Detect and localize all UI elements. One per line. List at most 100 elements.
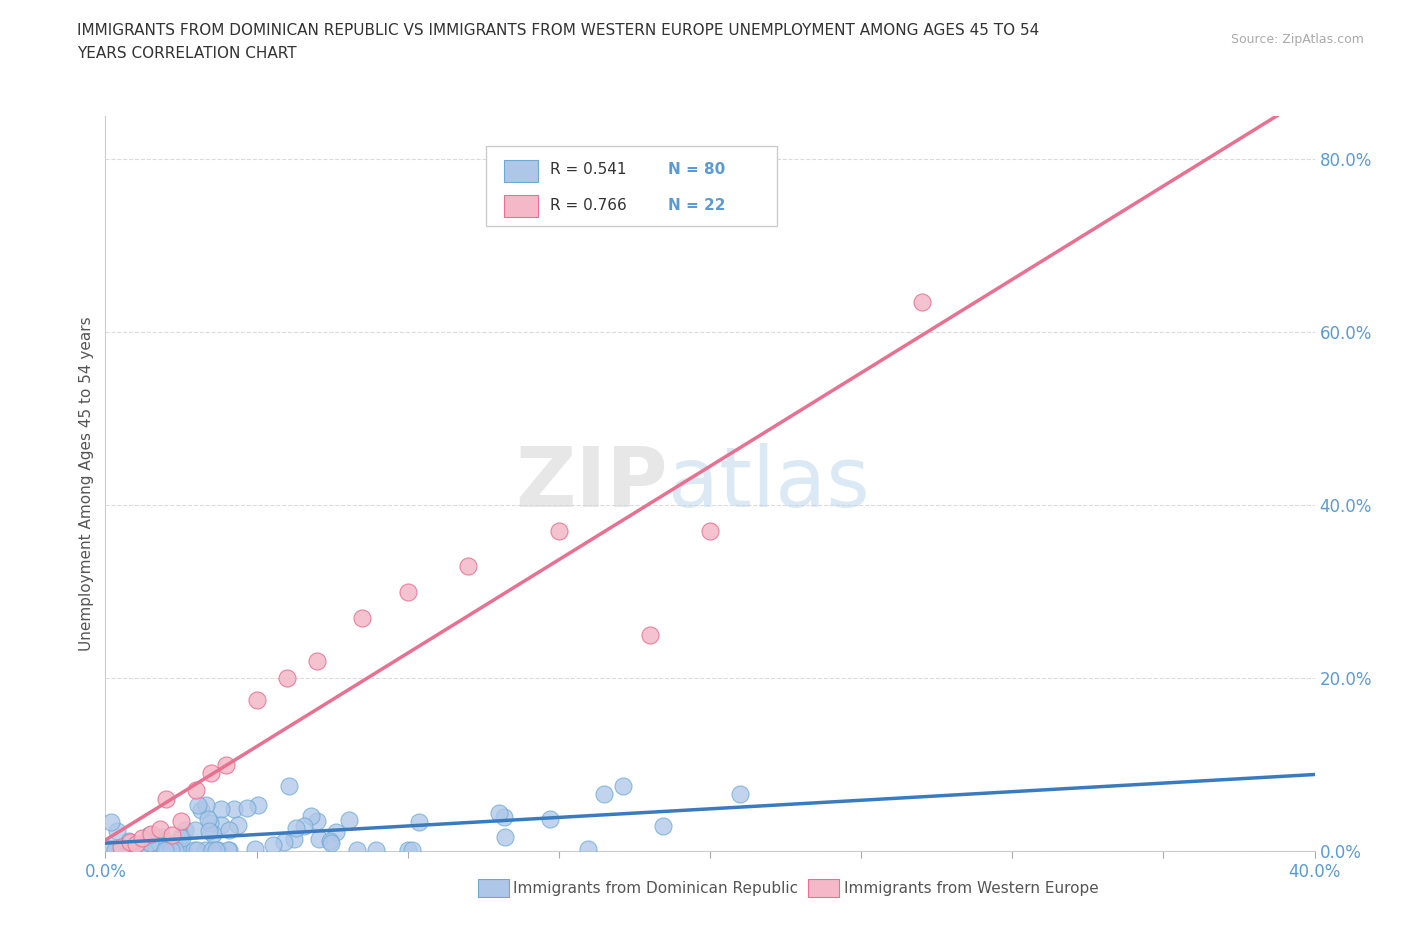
Text: R = 0.541: R = 0.541 bbox=[550, 163, 627, 178]
Point bbox=[118, 833, 141, 848]
Point bbox=[160, 828, 183, 843]
Point bbox=[209, 817, 232, 832]
Point bbox=[236, 801, 259, 816]
Point bbox=[285, 821, 308, 836]
Point bbox=[226, 817, 249, 832]
Point bbox=[128, 840, 150, 855]
Text: atlas: atlas bbox=[668, 443, 869, 525]
Point bbox=[118, 835, 141, 850]
Point bbox=[166, 843, 188, 857]
Point bbox=[100, 840, 122, 855]
Point bbox=[124, 837, 148, 852]
Point bbox=[156, 843, 179, 857]
Point bbox=[190, 803, 212, 817]
Point bbox=[325, 825, 347, 840]
Point bbox=[612, 778, 634, 793]
FancyBboxPatch shape bbox=[505, 195, 538, 217]
Point bbox=[139, 826, 162, 841]
Point bbox=[243, 842, 266, 857]
Point bbox=[165, 843, 187, 857]
Point bbox=[494, 810, 516, 825]
Point bbox=[187, 798, 209, 813]
Point bbox=[107, 843, 129, 857]
Point bbox=[911, 295, 934, 310]
Point bbox=[273, 834, 295, 849]
Point bbox=[183, 843, 205, 857]
Point bbox=[107, 843, 129, 857]
Point bbox=[278, 779, 301, 794]
Text: R = 0.766: R = 0.766 bbox=[550, 198, 627, 213]
Text: N = 80: N = 80 bbox=[668, 163, 725, 178]
Point bbox=[699, 524, 721, 538]
Point bbox=[157, 843, 180, 857]
Point bbox=[186, 783, 208, 798]
Point bbox=[576, 842, 599, 857]
Point bbox=[548, 524, 571, 538]
Point bbox=[488, 805, 510, 820]
Point bbox=[103, 843, 125, 857]
Text: Immigrants from Western Europe: Immigrants from Western Europe bbox=[844, 881, 1098, 896]
Point bbox=[276, 671, 298, 685]
Point bbox=[299, 809, 322, 824]
Point bbox=[337, 812, 360, 827]
Text: IMMIGRANTS FROM DOMINICAN REPUBLIC VS IMMIGRANTS FROM WESTERN EUROPE UNEMPLOYMEN: IMMIGRANTS FROM DOMINICAN REPUBLIC VS IM… bbox=[77, 23, 1039, 38]
Point bbox=[198, 824, 221, 839]
Point bbox=[200, 816, 222, 830]
Point bbox=[105, 823, 128, 838]
Point bbox=[728, 787, 751, 802]
Point bbox=[246, 692, 269, 707]
Point bbox=[139, 835, 162, 850]
Point bbox=[593, 786, 616, 801]
Point bbox=[155, 791, 177, 806]
Point bbox=[457, 558, 479, 573]
Point bbox=[308, 831, 330, 846]
Point bbox=[352, 610, 374, 625]
Point bbox=[209, 801, 232, 816]
Point bbox=[134, 843, 156, 857]
Point bbox=[319, 836, 342, 851]
Point bbox=[218, 822, 240, 837]
Point bbox=[396, 843, 419, 857]
Point bbox=[194, 798, 217, 813]
Y-axis label: Unemployment Among Ages 45 to 54 years: Unemployment Among Ages 45 to 54 years bbox=[79, 316, 94, 651]
Point bbox=[148, 835, 170, 850]
Text: Source: ZipAtlas.com: Source: ZipAtlas.com bbox=[1230, 33, 1364, 46]
Point bbox=[100, 815, 122, 830]
Point bbox=[346, 843, 368, 857]
Point bbox=[218, 843, 240, 857]
Point bbox=[207, 843, 229, 857]
Point bbox=[202, 826, 225, 841]
Point bbox=[205, 843, 228, 857]
Text: Immigrants from Dominican Republic: Immigrants from Dominican Republic bbox=[513, 881, 799, 896]
Point bbox=[247, 797, 270, 812]
Point bbox=[159, 843, 181, 857]
Point bbox=[183, 822, 205, 837]
FancyBboxPatch shape bbox=[505, 160, 538, 181]
Point bbox=[408, 815, 430, 830]
FancyBboxPatch shape bbox=[486, 146, 776, 227]
Point bbox=[638, 628, 661, 643]
Point bbox=[150, 830, 173, 844]
Point bbox=[149, 822, 172, 837]
Point bbox=[307, 654, 329, 669]
Point bbox=[319, 833, 342, 848]
Point bbox=[197, 812, 219, 827]
Point bbox=[262, 838, 284, 853]
Point bbox=[153, 843, 176, 857]
Point bbox=[172, 843, 194, 857]
Point bbox=[170, 813, 193, 828]
Point bbox=[170, 829, 193, 844]
Point bbox=[201, 843, 224, 857]
Point bbox=[118, 843, 141, 857]
Point bbox=[651, 819, 673, 834]
Point bbox=[174, 822, 197, 837]
Point bbox=[156, 843, 179, 857]
Text: N = 22: N = 22 bbox=[668, 198, 725, 213]
Point bbox=[110, 843, 132, 857]
Point bbox=[305, 813, 328, 828]
Point bbox=[540, 812, 562, 827]
Point bbox=[396, 584, 419, 599]
Point bbox=[366, 843, 388, 857]
Text: YEARS CORRELATION CHART: YEARS CORRELATION CHART bbox=[77, 46, 297, 61]
Point bbox=[186, 843, 208, 857]
